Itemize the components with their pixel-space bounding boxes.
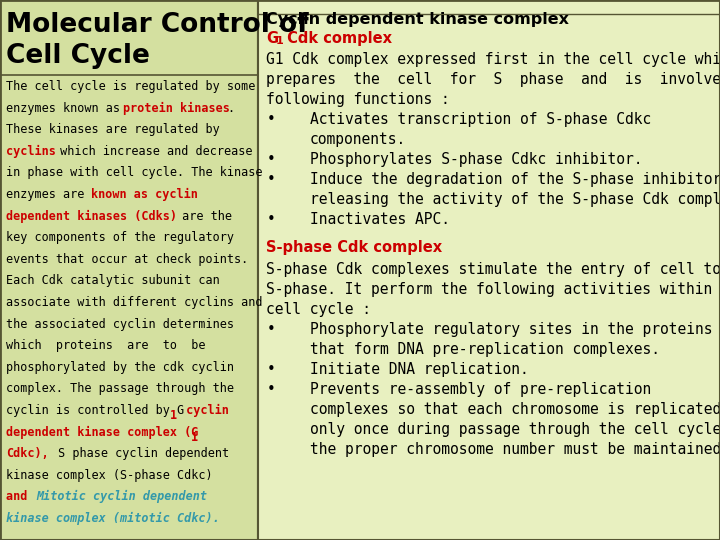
Text: prepares  the  cell  for  S  phase  and  is  involved  with: prepares the cell for S phase and is inv… xyxy=(266,72,720,87)
Text: and: and xyxy=(6,490,35,503)
Text: These kinases are regulated by: These kinases are regulated by xyxy=(6,123,220,136)
Text: dependent kinase complex (G: dependent kinase complex (G xyxy=(6,426,198,438)
Text: •: • xyxy=(266,322,275,337)
Text: S-phase Cdk complex: S-phase Cdk complex xyxy=(266,240,443,255)
Text: which increase and decrease: which increase and decrease xyxy=(53,145,252,158)
Text: Inactivates APC.: Inactivates APC. xyxy=(310,212,449,227)
Text: The cell cycle is regulated by some: The cell cycle is regulated by some xyxy=(6,80,255,93)
Text: •: • xyxy=(266,152,275,167)
Text: which  proteins  are  to  be: which proteins are to be xyxy=(6,339,205,352)
Text: S phase cyclin dependent: S phase cyclin dependent xyxy=(51,447,229,460)
Text: •: • xyxy=(266,382,275,397)
Text: events that occur at check points.: events that occur at check points. xyxy=(6,253,248,266)
Text: •: • xyxy=(266,172,275,187)
Text: associate with different cyclins and: associate with different cyclins and xyxy=(6,296,262,309)
Text: the proper chromosome number must be maintained.: the proper chromosome number must be mai… xyxy=(310,442,720,457)
Text: phosphorylated by the cdk cyclin: phosphorylated by the cdk cyclin xyxy=(6,361,234,374)
Text: S-phase. It perform the following activities within the: S-phase. It perform the following activi… xyxy=(266,282,720,297)
Text: dependent kinases (Cdks): dependent kinases (Cdks) xyxy=(6,210,177,222)
Text: complex. The passage through the: complex. The passage through the xyxy=(6,382,234,395)
Text: components.: components. xyxy=(310,132,406,147)
Text: are the: are the xyxy=(175,210,232,222)
Text: .: . xyxy=(227,102,234,114)
Text: only once during passage through the cell cycle and: only once during passage through the cel… xyxy=(310,422,720,437)
Text: Cell Cycle: Cell Cycle xyxy=(6,43,150,69)
Text: S-phase Cdk complexes stimulate the entry of cell to the: S-phase Cdk complexes stimulate the entr… xyxy=(266,262,720,277)
Text: •: • xyxy=(266,112,275,127)
Text: Cdkc),: Cdkc), xyxy=(6,447,48,460)
Text: cell cycle :: cell cycle : xyxy=(266,302,372,317)
Text: that form DNA pre-replication complexes.: that form DNA pre-replication complexes. xyxy=(310,342,660,357)
Text: 1: 1 xyxy=(191,431,198,444)
Text: •: • xyxy=(266,212,275,227)
Text: the associated cyclin determines: the associated cyclin determines xyxy=(6,318,234,330)
Text: cyclin: cyclin xyxy=(179,404,228,417)
Text: kinase complex (S-phase Cdkc): kinase complex (S-phase Cdkc) xyxy=(6,469,212,482)
Text: kinase complex (mitotic Cdkc).: kinase complex (mitotic Cdkc). xyxy=(6,512,220,525)
Bar xyxy=(0,0,258,540)
Text: following functions :: following functions : xyxy=(266,92,450,107)
Text: Cdk complex: Cdk complex xyxy=(282,31,392,46)
Text: G1 Cdk complex expressed first in the cell cycle which: G1 Cdk complex expressed first in the ce… xyxy=(266,52,720,68)
Text: Cyclin dependent kinase complex: Cyclin dependent kinase complex xyxy=(266,12,570,27)
Text: Initiate DNA replication.: Initiate DNA replication. xyxy=(310,362,528,377)
Text: cyclins: cyclins xyxy=(6,145,55,158)
Text: complexes so that each chromosome is replicated: complexes so that each chromosome is rep… xyxy=(310,402,720,417)
Text: Mitotic cyclin dependent: Mitotic cyclin dependent xyxy=(36,490,207,503)
Text: Induce the degradation of the S-phase inhibitor: Induce the degradation of the S-phase in… xyxy=(310,172,720,187)
Text: releasing the activity of the S-phase Cdk complexes.: releasing the activity of the S-phase Cd… xyxy=(310,192,720,207)
Text: Molecular Control of: Molecular Control of xyxy=(6,12,308,38)
Text: enzymes are: enzymes are xyxy=(6,188,91,201)
Text: in phase with cell cycle. The kinase: in phase with cell cycle. The kinase xyxy=(6,166,262,179)
Text: Phosphorylates S-phase Cdkc inhibitor.: Phosphorylates S-phase Cdkc inhibitor. xyxy=(310,152,642,167)
Text: •: • xyxy=(266,362,275,377)
Text: 1: 1 xyxy=(276,36,284,46)
Text: Each Cdk catalytic subunit can: Each Cdk catalytic subunit can xyxy=(6,274,220,287)
Text: G: G xyxy=(266,31,279,46)
Text: key components of the regulatory: key components of the regulatory xyxy=(6,231,234,244)
Text: 1: 1 xyxy=(170,409,177,422)
Text: enzymes known as: enzymes known as xyxy=(6,102,127,114)
Text: Prevents re-assembly of pre-replication: Prevents re-assembly of pre-replication xyxy=(310,382,651,397)
Bar xyxy=(258,0,720,540)
Text: Activates transcription of S-phase Cdkc: Activates transcription of S-phase Cdkc xyxy=(310,112,651,127)
Text: cyclin is controlled by G: cyclin is controlled by G xyxy=(6,404,184,417)
Text: known as cyclin: known as cyclin xyxy=(91,188,197,201)
Text: Phosphorylate regulatory sites in the proteins: Phosphorylate regulatory sites in the pr… xyxy=(310,322,712,337)
Text: protein kinases: protein kinases xyxy=(123,102,230,114)
